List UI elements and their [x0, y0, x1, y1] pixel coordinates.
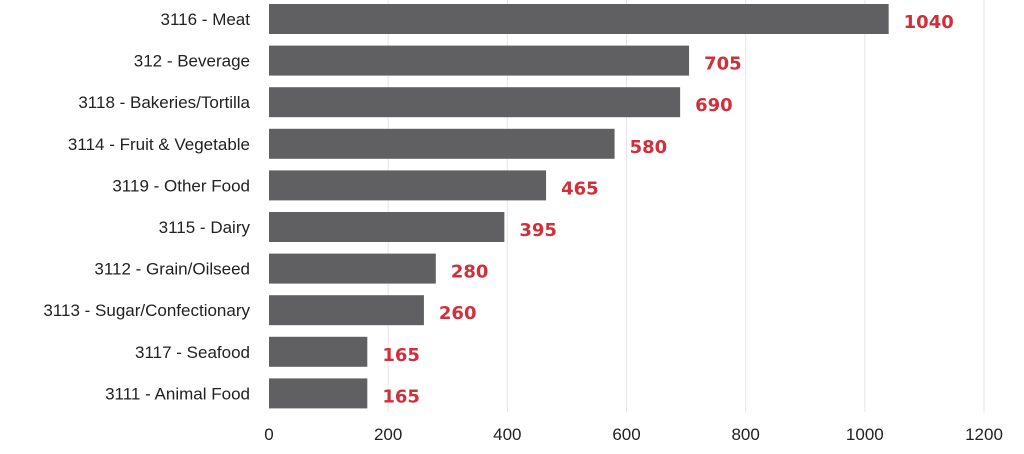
value-label: 260 — [439, 303, 477, 324]
category-label: 3116 - Meat — [161, 10, 251, 29]
bar — [269, 295, 424, 326]
category-label: 3119 - Other Food — [112, 176, 250, 195]
x-tick-label: 200 — [374, 425, 402, 444]
value-label: 165 — [382, 386, 420, 407]
bar — [269, 212, 505, 242]
bar — [269, 253, 436, 284]
category-label: 3111 - Animal Food — [105, 384, 250, 403]
value-label: 465 — [561, 178, 599, 199]
bar — [269, 45, 690, 76]
bar — [269, 170, 547, 201]
bar — [269, 87, 681, 118]
value-label: 705 — [704, 54, 742, 75]
x-tick-label: 800 — [731, 425, 759, 444]
value-label: 280 — [451, 262, 489, 283]
category-label: 3113 - Sugar/Confectionary — [43, 301, 250, 320]
bar — [269, 378, 368, 409]
bar — [269, 336, 368, 367]
category-label: 3115 - Dairy — [159, 218, 251, 237]
category-label: 3118 - Bakeries/Tortilla — [78, 93, 250, 112]
value-label: 580 — [630, 137, 668, 158]
x-tick-label: 600 — [612, 425, 640, 444]
value-label: 1040 — [904, 12, 954, 33]
category-label: 3114 - Fruit & Vegetable — [68, 135, 250, 154]
x-tick-label: 400 — [493, 425, 521, 444]
bar — [269, 128, 615, 159]
category-labels: 3116 - Meat 312 - Beverage 3118 - Bakeries… — [43, 10, 250, 403]
category-label: 3112 - Grain/Oilseed — [94, 260, 250, 279]
category-label: 3117 - Seafood — [135, 343, 250, 362]
x-tick-label: 1200 — [965, 425, 1003, 444]
bar — [269, 4, 889, 34]
x-axis-ticks: 0 200 400 600 800 1000 1200 — [264, 425, 1003, 444]
bars — [269, 4, 889, 409]
x-tick-label: 1000 — [846, 425, 884, 444]
category-label: 312 - Beverage — [134, 52, 250, 71]
value-label: 690 — [695, 95, 733, 116]
value-label: 165 — [382, 345, 420, 366]
value-label: 395 — [519, 220, 557, 241]
x-tick-label: 0 — [264, 425, 273, 444]
